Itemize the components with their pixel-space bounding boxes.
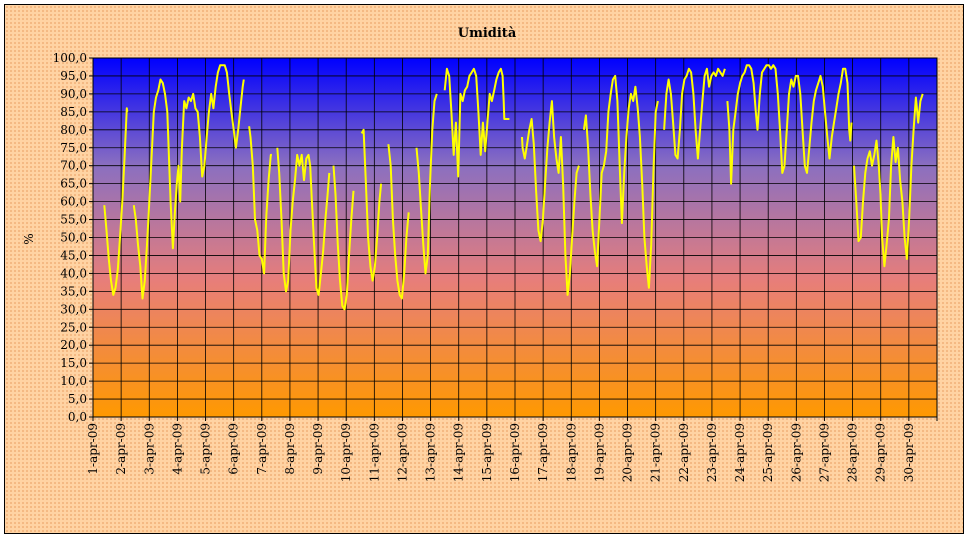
x-tick-label: 17-apr-09 [536,423,550,482]
y-tick-label: 90,0 [60,87,87,101]
y-tick-label: 95,0 [60,69,87,83]
chart-title: Umidità [458,26,517,41]
y-tick-label: 25,0 [60,320,87,334]
x-tick-label: 24-apr-09 [733,423,747,482]
x-tick-label: 29-apr-09 [874,423,888,482]
x-tick-label: 10-apr-09 [339,423,353,482]
y-tick-label: 10,0 [60,374,87,388]
x-tick-label: 14-apr-09 [452,423,466,482]
y-tick-label: 30,0 [60,302,87,316]
y-tick-label: 60,0 [60,195,87,209]
humidity-series [103,64,924,311]
y-tick-label: 65,0 [60,177,87,191]
x-tick-label: 20-apr-09 [621,423,635,482]
x-axis-ticks: 1-apr-09 2-apr-09 3-apr-09 4-apr-09 5-apr-09… [86,417,938,482]
x-tick-label: 28-apr-09 [846,423,860,482]
x-tick-label: 3-apr-09 [142,423,156,475]
humidity-line-segment [853,93,924,268]
x-tick-label: 5-apr-09 [199,423,213,475]
x-tick-label: 11-apr-09 [367,423,381,482]
humidity-line-segment [415,93,438,275]
x-tick-label: 15-apr-09 [480,423,494,482]
x-tick-label: 4-apr-09 [170,423,184,475]
humidity-line-segment [443,67,510,178]
humidity-line-segment [726,64,853,185]
humidity-line-segment [582,74,659,289]
humidity-line-segment [248,126,272,275]
x-tick-label: 19-apr-09 [592,423,606,482]
humidity-line-segment [132,64,245,300]
y-tick-label: 20,0 [60,338,87,352]
x-tick-label: 18-apr-09 [564,423,578,482]
humidity-line-segment [103,107,129,296]
x-tick-label: 2-apr-09 [114,423,128,475]
y-tick-label: 50,0 [60,231,87,245]
y-tick-label: 40,0 [60,266,87,280]
y-tick-label: 75,0 [60,141,87,155]
y-tick-label: 35,0 [60,284,87,298]
x-tick-label: 7-apr-09 [255,423,269,475]
y-tick-label: 0,0 [68,410,87,424]
x-tick-label: 6-apr-09 [227,423,241,475]
x-tick-label: 8-apr-09 [283,423,297,475]
x-tick-label: 26-apr-09 [789,423,803,482]
x-tick-label: 13-apr-09 [424,423,438,482]
humidity-line-segment [387,144,410,300]
x-tick-label: 16-apr-09 [508,423,522,482]
y-tick-label: 45,0 [60,248,87,262]
x-tick-label: 22-apr-09 [677,423,691,482]
humidity-line-segment [309,165,331,296]
humidity-line-segment [276,147,312,293]
x-tick-label: 25-apr-09 [761,423,775,482]
humidity-line-segment [360,128,383,282]
chart-area: Umidità % 0,0 5,0 10,0 15,0 20,0 25,0 30,0 35,0… [4,4,964,534]
humidity-line-segment [663,67,726,160]
x-tick-label: 1-apr-09 [86,423,100,475]
x-tick-label: 23-apr-09 [705,423,719,482]
y-axis-ticks: 0,0 5,0 10,0 15,0 20,0 25,0 30,0 35,0 40,0 45,0 50… [53,51,93,424]
humidity-line-segment [332,165,355,311]
y-tick-label: 55,0 [60,213,87,227]
y-tick-label: 15,0 [60,356,87,370]
y-tick-label: 80,0 [60,123,87,137]
x-tick-label: 30-apr-09 [902,423,916,482]
y-tick-label: 5,0 [68,392,87,406]
x-tick-label: 27-apr-09 [817,423,831,482]
grid-lines [92,57,938,418]
y-axis-label: % [22,233,36,244]
y-tick-label: 85,0 [60,105,87,119]
humidity-line-segment [521,100,580,296]
humidity-line-chart: Umidità % 0,0 5,0 10,0 15,0 20,0 25,0 30,0 35,0… [22,26,938,482]
x-tick-label: 21-apr-09 [649,423,663,482]
y-tick-label: 70,0 [60,159,87,173]
y-tick-label: 100,0 [53,51,87,65]
x-tick-label: 9-apr-09 [311,423,325,475]
x-tick-label: 12-apr-09 [395,423,409,482]
